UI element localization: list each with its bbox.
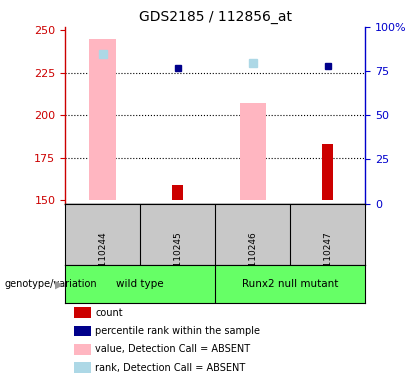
Text: count: count xyxy=(95,308,123,318)
Text: ▶: ▶ xyxy=(55,279,63,289)
Text: Runx2 null mutant: Runx2 null mutant xyxy=(242,279,339,289)
Bar xyxy=(74,307,91,318)
Text: GSM110247: GSM110247 xyxy=(323,231,332,286)
Bar xyxy=(74,362,91,373)
Text: GSM110244: GSM110244 xyxy=(98,231,107,286)
Bar xyxy=(240,103,266,200)
Bar xyxy=(172,185,184,200)
Text: genotype/variation: genotype/variation xyxy=(4,279,97,289)
Bar xyxy=(89,39,116,200)
Text: GSM110245: GSM110245 xyxy=(173,231,182,286)
Bar xyxy=(74,344,91,355)
Bar xyxy=(322,144,333,200)
Text: percentile rank within the sample: percentile rank within the sample xyxy=(95,326,260,336)
Text: wild type: wild type xyxy=(116,279,164,289)
Title: GDS2185 / 112856_at: GDS2185 / 112856_at xyxy=(139,10,292,25)
Bar xyxy=(74,326,91,336)
Text: value, Detection Call = ABSENT: value, Detection Call = ABSENT xyxy=(95,344,250,354)
Text: GSM110246: GSM110246 xyxy=(248,231,257,286)
Text: rank, Detection Call = ABSENT: rank, Detection Call = ABSENT xyxy=(95,363,245,373)
